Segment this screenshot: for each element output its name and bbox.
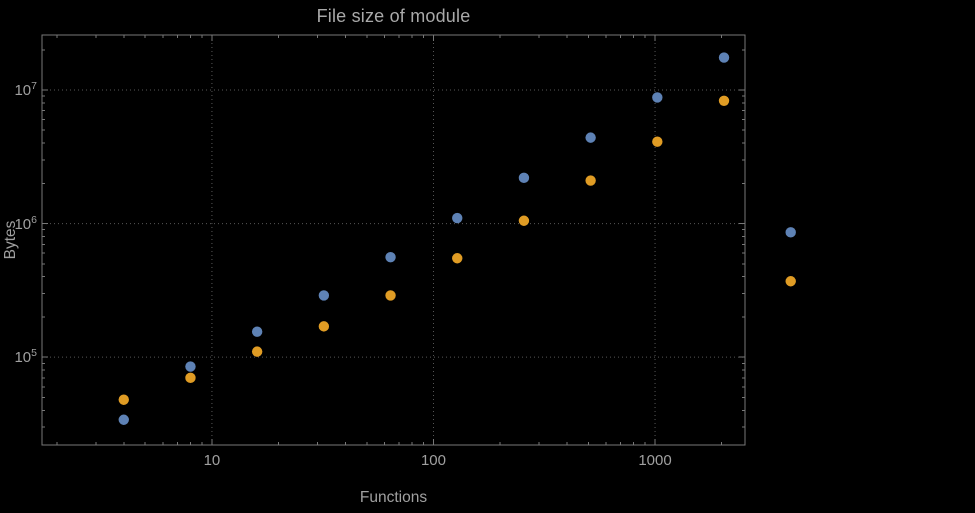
data-point-orange [118,394,129,405]
data-point-blue [785,227,796,238]
data-point-blue [118,414,129,425]
data-point-blue [185,361,196,372]
data-point-orange [385,290,396,301]
x-tick-label: 1000 [638,452,672,469]
plot-frame [41,34,746,446]
data-point-blue [518,172,530,184]
data-point-orange [452,253,463,264]
data-point-blue [385,252,396,263]
data-point-orange [185,372,196,384]
x-axis-label: Functions [359,489,428,506]
data-point-blue [318,290,330,301]
x-tick-label: 100 [420,452,446,469]
chart-title: File size of module [316,6,471,26]
data-point-orange [318,321,330,332]
data-point-orange [785,276,796,287]
data-point-orange [652,136,663,147]
data-point-orange [585,175,596,186]
y-tick-label: 107 [14,79,37,99]
data-point-blue [652,92,663,103]
data-point-blue [251,326,263,337]
data-point-orange [718,95,730,106]
data-point-blue [452,212,463,224]
data-point-orange [518,215,530,226]
y-tick-label: 105 [14,347,37,367]
x-tick-label: 10 [203,452,221,469]
data-point-blue [718,52,730,63]
data-point-blue [585,132,596,143]
data-point-orange [251,346,263,357]
y-tick-label: 106 [14,213,37,233]
